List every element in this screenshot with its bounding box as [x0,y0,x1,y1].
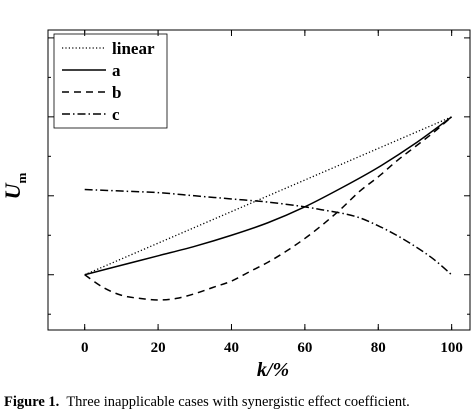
x-tick-label: 60 [297,340,312,356]
x-tick-label: 80 [371,340,386,356]
x-tick-label: 20 [151,340,166,356]
legend-label-b: b [112,83,121,102]
caption-text: Three inapplicable cases with synergisti… [66,394,410,410]
x-axis-label: k/% [257,359,289,381]
series-line-a [84,116,453,276]
caption-label: Figure 1. [4,394,60,410]
plot-frame [47,29,471,331]
x-tick-label: 100 [440,340,463,356]
axis-ticks: 0 20 40 60 80 100 [47,30,470,356]
x-tick-label: 40 [224,340,239,356]
series-line-b [84,116,453,301]
y-axis-label: Um [0,172,29,199]
series-line-linear [84,116,452,276]
x-tick-label: 0 [81,340,89,356]
series-line-c [84,188,453,276]
legend-box [53,33,168,129]
legend-label-linear: linear [112,39,155,58]
figure-caption: Figure 1. Three inapplicable cases with … [4,394,474,411]
legend: linear abc [53,33,168,129]
legend-label-a: a [112,61,121,80]
y-axis-label-main: U [0,182,25,199]
series-layer [84,116,453,301]
legend-label-c: c [112,105,120,124]
y-axis-label-subscript: m [14,172,29,183]
